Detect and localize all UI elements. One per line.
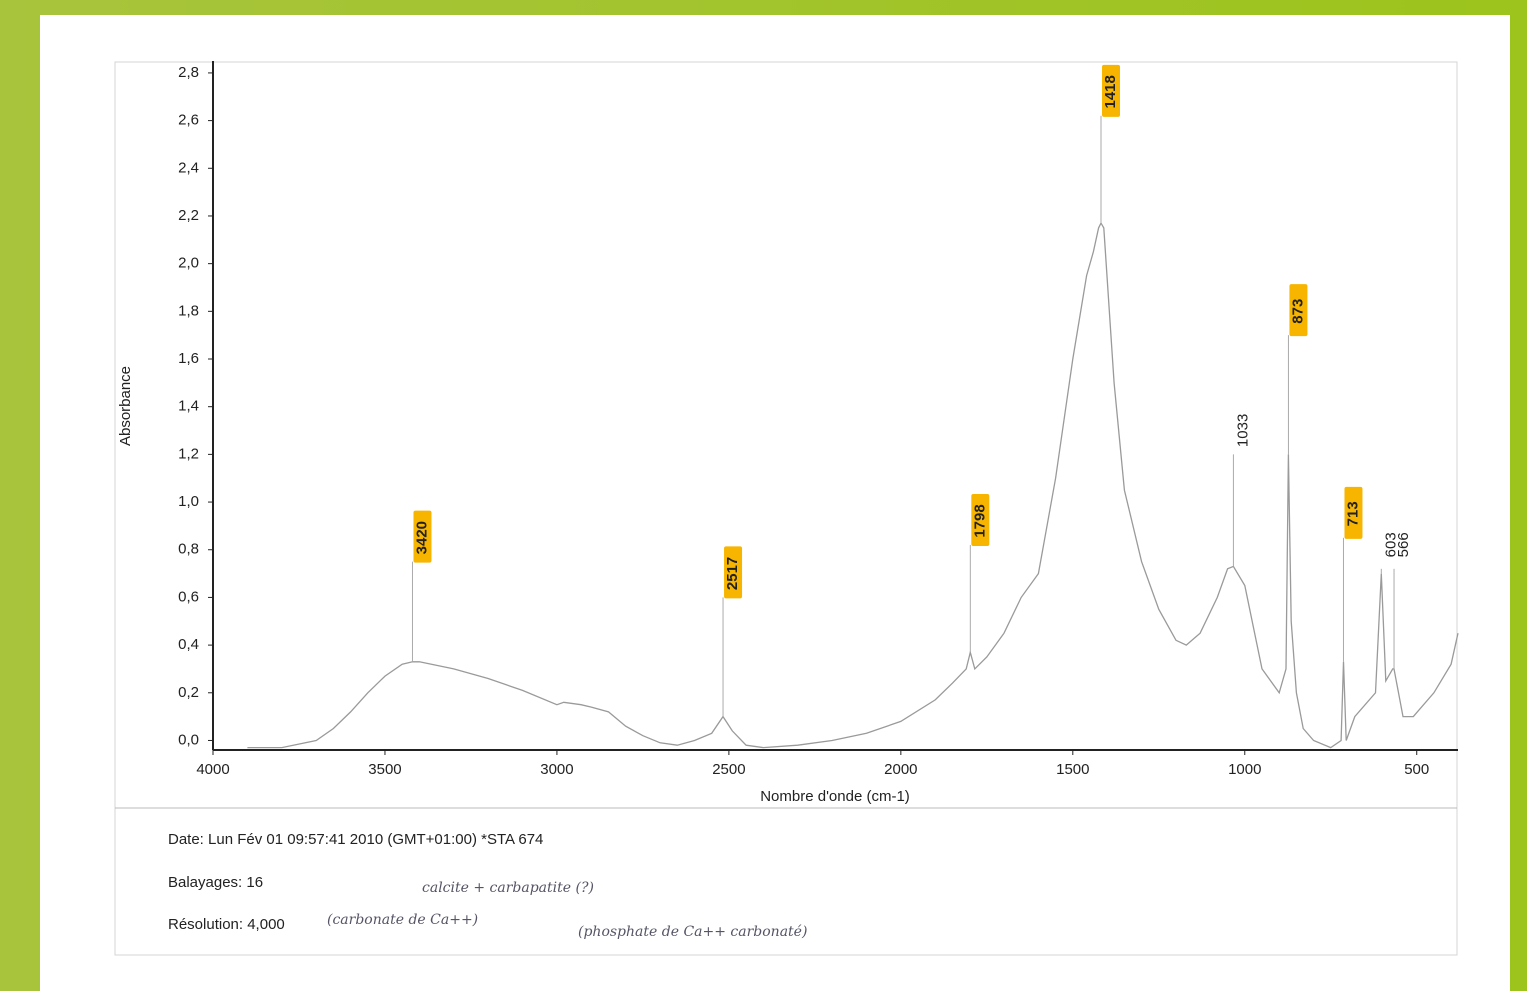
peak-highlight [1289, 284, 1308, 337]
x-tick-label: 4000 [196, 761, 229, 778]
y-tick-label: 0,0 [178, 731, 199, 748]
y-tick-label: 0,6 [178, 588, 199, 605]
peak-highlight [971, 493, 990, 546]
x-tick-label: 2500 [712, 761, 745, 778]
y-tick-label: 1,8 [178, 302, 199, 319]
x-tick-label: 3500 [368, 761, 401, 778]
peak-label: 603 [1382, 532, 1399, 557]
frame [114, 61, 1458, 956]
handwritten-note: (carbonate de Ca++) [327, 912, 478, 928]
peak-label: 873 [1289, 299, 1306, 324]
x-tick-label: 500 [1404, 761, 1429, 778]
y-tick-label: 0,2 [178, 684, 199, 701]
peak-highlight [1344, 486, 1363, 539]
x-tick-label: 1000 [1228, 761, 1261, 778]
handwritten-note: calcite + carbapatite (?) [422, 880, 594, 896]
peak-highlight [1102, 64, 1121, 117]
peak-label: 1798 [971, 504, 988, 537]
y-tick-label: 1,6 [178, 350, 199, 367]
y-tick-label: 2,2 [178, 207, 199, 224]
peak-highlight [724, 546, 743, 599]
y-tick-label: 1,0 [178, 493, 199, 510]
footer-date: Date: Lun Fév 01 09:57:41 2010 (GMT+01:0… [168, 831, 543, 848]
y-tick-label: 0,8 [178, 541, 199, 558]
y-tick-label: 1,2 [178, 445, 199, 462]
y-tick-label: 2,8 [178, 64, 199, 81]
x-tick-label: 3000 [540, 761, 573, 778]
peak-label: 1418 [1102, 75, 1119, 108]
peak-label: 713 [1344, 501, 1361, 526]
x-tick-label: 2000 [884, 761, 917, 778]
y-tick-label: 1,4 [178, 398, 199, 415]
footer-resolution: Résolution: 4,000 [168, 916, 285, 933]
y-tick-label: 0,4 [178, 636, 199, 653]
y-tick-label: 2,0 [178, 255, 199, 272]
spectrum-line [247, 221, 1459, 749]
y-tick-label: 2,4 [178, 159, 199, 176]
peak-label: 2517 [724, 557, 741, 590]
y-axis-label: Absorbance [117, 366, 134, 446]
peak-label: 1033 [1234, 414, 1251, 447]
y-tick-label: 2,6 [178, 112, 199, 129]
peak-label: 3420 [413, 521, 430, 554]
footer-scans: Balayages: 16 [168, 874, 263, 891]
paper [40, 15, 1510, 991]
x-axis-label: Nombre d'onde (cm-1) [760, 788, 910, 805]
peak-label: 566 [1395, 532, 1412, 557]
x-tick-label: 1500 [1056, 761, 1089, 778]
handwritten-note: (phosphate de Ca++ carbonaté) [578, 924, 807, 940]
peak-highlight [413, 510, 432, 563]
